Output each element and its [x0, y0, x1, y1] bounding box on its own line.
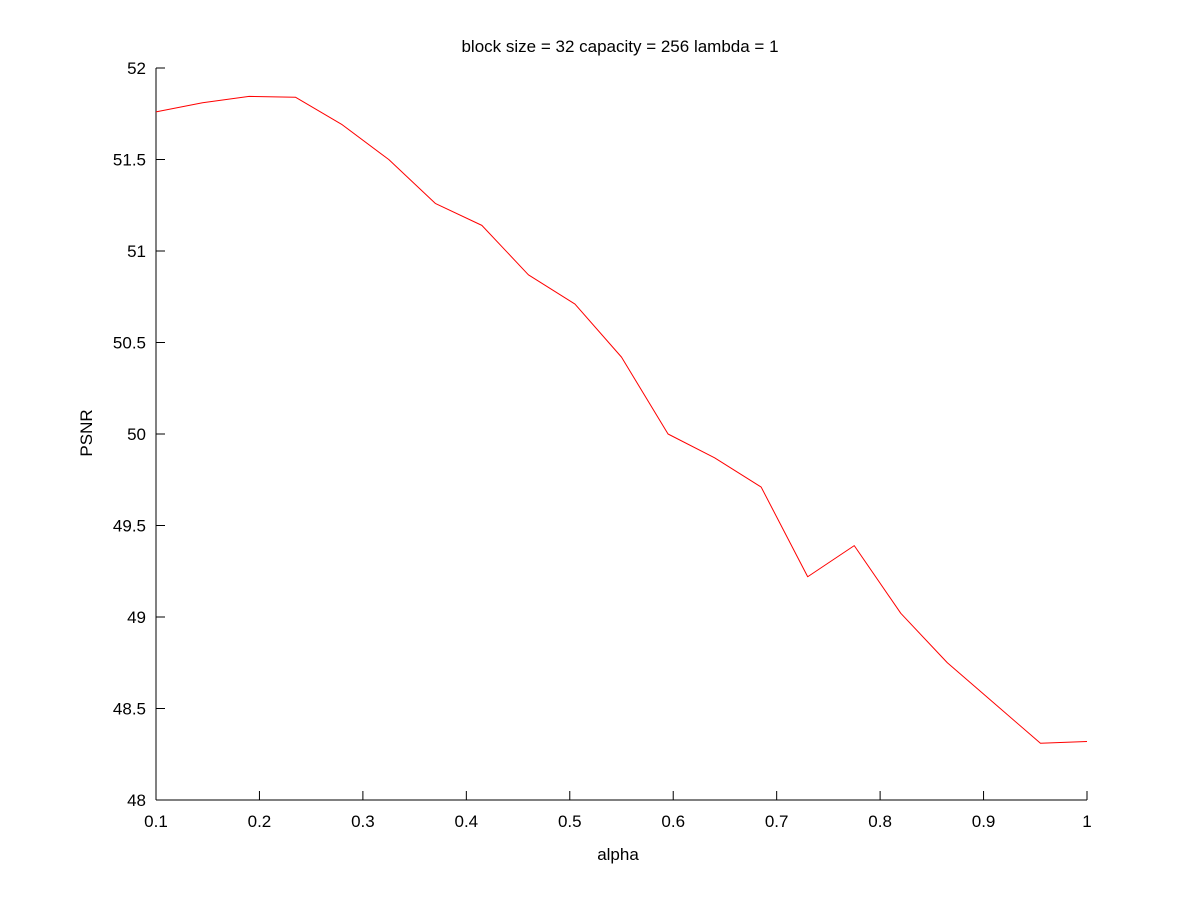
y-tick-label: 49 — [127, 608, 146, 627]
y-tick-label: 50 — [127, 425, 146, 444]
series-lines — [155, 95, 1088, 744]
y-tick-label: 52 — [127, 59, 146, 78]
x-tick-label: 0.7 — [765, 812, 789, 831]
y-axis-label: PSNR — [77, 409, 96, 456]
y-tick-label: 51.5 — [113, 151, 146, 170]
tick-marks — [155, 67, 1088, 801]
series-line — [155, 95, 1088, 744]
y-tick-label: 48 — [127, 791, 146, 810]
axes — [155, 68, 1087, 801]
y-tick-label: 48.5 — [113, 700, 146, 719]
x-tick-label: 0.5 — [558, 812, 582, 831]
x-tick-label: 0.3 — [351, 812, 375, 831]
x-tick-label: 0.2 — [248, 812, 272, 831]
chart-title: block size = 32 capacity = 256 lambda = … — [461, 37, 778, 56]
y-tick-label: 49.5 — [113, 517, 146, 536]
x-tick-label: 1 — [1082, 812, 1091, 831]
x-tick-label: 0.6 — [661, 812, 685, 831]
y-tick-label: 50.5 — [113, 334, 146, 353]
x-tick-label: 0.4 — [455, 812, 479, 831]
x-tick-label: 0.1 — [144, 812, 168, 831]
x-axis-label: alpha — [597, 845, 639, 864]
x-tick-label: 0.8 — [868, 812, 892, 831]
x-tick-label: 0.9 — [972, 812, 996, 831]
y-tick-label: 51 — [127, 242, 146, 261]
tick-labels: 0.1 0.2 0.3 0.4 0.5 0.6 0.7 0.8 0.9 1 48 48.5 49 49.5… — [113, 59, 1092, 831]
